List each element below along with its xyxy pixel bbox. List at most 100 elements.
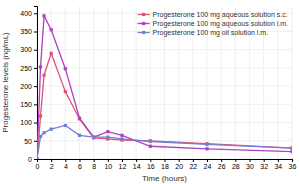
x-tick-mark: [193, 159, 194, 162]
series-marker: [42, 74, 45, 77]
y-tick: 300: [20, 46, 37, 53]
y-tick-label: 400: [20, 10, 32, 17]
series-marker: [42, 131, 45, 134]
y-tick-label: 350: [20, 28, 32, 35]
y-tick-label: 50: [24, 138, 32, 145]
series-group: [37, 14, 292, 159]
x-tick-label: 4: [64, 163, 68, 170]
series-marker: [205, 142, 208, 145]
series-marker: [149, 139, 152, 142]
series-marker: [78, 117, 81, 120]
x-tick-mark: [250, 159, 251, 162]
x-tick-label: 20: [175, 163, 183, 170]
series: [37, 14, 292, 159]
y-grid-line: [37, 67, 292, 68]
y-tick-mark: [34, 32, 37, 33]
y-axis-line: [34, 7, 38, 160]
x-tick: 22: [189, 159, 197, 170]
series-marker: [50, 28, 53, 31]
x-tick: 24: [204, 159, 212, 170]
x-tick-mark: [235, 159, 236, 162]
y-axis-title: Progesterone levels (ng/mL): [1, 32, 10, 133]
legend-swatch: [138, 14, 150, 15]
x-tick: 30: [246, 159, 254, 170]
x-tick: 12: [119, 159, 127, 170]
series: [37, 124, 292, 159]
y-tick-label: 150: [20, 101, 32, 108]
chart: 0246810121416182022242628303234360501001…: [0, 0, 300, 184]
x-tick-mark: [108, 159, 109, 162]
legend-item: Progesterone 100 mg aqueous solution s.c…: [138, 11, 288, 19]
y-tick-label: 250: [20, 65, 32, 72]
x-tick-mark: [165, 159, 166, 162]
y-tick-mark: [34, 104, 37, 105]
x-tick-mark: [264, 159, 265, 162]
x-grid-line: [292, 6, 293, 159]
series-marker: [37, 157, 39, 159]
series-marker: [64, 67, 67, 70]
x-tick-label: 18: [161, 163, 169, 170]
x-tick: 8: [92, 159, 96, 170]
series-marker: [39, 65, 42, 68]
y-tick-mark: [34, 13, 37, 14]
x-tick-mark: [80, 159, 81, 162]
x-tick-mark: [278, 159, 279, 162]
y-tick-label: 300: [20, 46, 32, 53]
series-marker: [37, 157, 39, 159]
x-tick-mark: [122, 159, 123, 162]
x-tick: 32: [260, 159, 268, 170]
x-tick-label: 0: [36, 163, 40, 170]
series-marker: [290, 146, 292, 149]
x-tick-mark: [94, 159, 95, 162]
series-marker: [120, 137, 123, 140]
series-marker: [120, 134, 123, 137]
legend-marker: [142, 22, 145, 25]
x-tick: 36: [289, 159, 297, 170]
y-tick: 50: [24, 138, 37, 145]
x-tick-mark: [51, 159, 52, 162]
y-tick: 250: [20, 65, 37, 72]
x-tick: 10: [104, 159, 112, 170]
x-grid-line: [136, 6, 137, 159]
x-tick-label: 10: [104, 163, 112, 170]
y-tick-mark: [34, 50, 37, 51]
x-tick: 18: [161, 159, 169, 170]
x-tick-label: 22: [189, 163, 197, 170]
series-line: [37, 53, 292, 159]
y-tick-mark: [34, 68, 37, 69]
series-marker: [92, 136, 95, 139]
series-marker: [92, 136, 95, 139]
x-tick-mark: [207, 159, 208, 162]
legend-marker: [142, 31, 145, 34]
series-marker: [78, 134, 81, 137]
x-tick-label: 8: [92, 163, 96, 170]
plot: 0246810121416182022242628303234360501001…: [20, 6, 296, 170]
y-tick: 150: [20, 101, 37, 108]
series-marker: [50, 52, 53, 55]
y-tick: 400: [20, 10, 37, 17]
series-marker: [64, 90, 67, 93]
x-tick: 2: [50, 159, 54, 170]
x-tick-label: 28: [232, 163, 240, 170]
x-tick-label: 24: [204, 163, 212, 170]
series-marker: [106, 136, 109, 139]
y-tick-mark: [34, 86, 37, 87]
legend-swatch: [138, 23, 150, 24]
x-tick-label: 16: [147, 163, 155, 170]
x-tick-mark: [292, 159, 293, 162]
x-tick-mark: [221, 159, 222, 162]
x-tick: 4: [64, 159, 68, 170]
series-marker: [50, 128, 53, 131]
x-tick: 14: [133, 159, 141, 170]
y-grid-line: [37, 86, 292, 87]
series-marker: [205, 147, 208, 150]
x-tick-label: 30: [246, 163, 254, 170]
legend-label: Progesterone 100 mg aqueous solution s.c…: [153, 11, 288, 19]
series-marker: [42, 14, 45, 17]
legend-label: Progesterone 100 mg aqueous solution i.m…: [153, 20, 288, 28]
x-grid-line: [277, 6, 278, 159]
series-marker: [290, 150, 292, 153]
series-marker: [39, 135, 42, 138]
x-tick: 26: [218, 159, 226, 170]
y-grid-line: [37, 49, 292, 50]
